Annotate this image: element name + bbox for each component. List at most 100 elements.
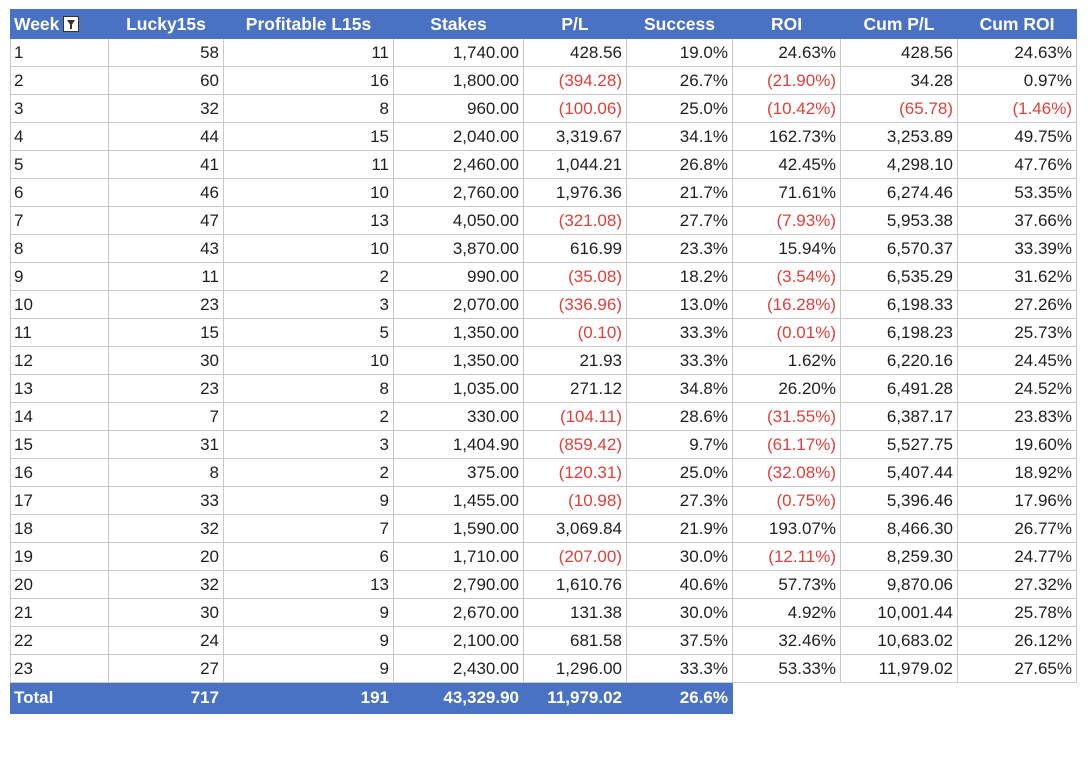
cell-cum-roi: 27.32% <box>957 570 1077 599</box>
cell-week: 17 <box>10 486 109 515</box>
cell-roi: (61.17%) <box>732 430 841 459</box>
cell-pl: 681.58 <box>523 626 627 655</box>
cell-lucky15s: 23 <box>108 290 224 319</box>
cell-week: 16 <box>10 458 109 487</box>
table-row: 2 60 16 1,800.00 (394.28) 26.7% (21.90%) 34.28 0… <box>10 66 1077 95</box>
cell-cum-roi: 27.26% <box>957 290 1077 319</box>
cell-roi: 26.20% <box>732 374 841 403</box>
cell-success: 26.8% <box>626 150 733 179</box>
cell-lucky15s: 32 <box>108 514 224 543</box>
cell-pl: 131.38 <box>523 598 627 627</box>
cell-profitable: 13 <box>223 206 394 235</box>
cell-cum-roi: 25.78% <box>957 598 1077 627</box>
cell-lucky15s: 27 <box>108 654 224 683</box>
cell-week: 21 <box>10 598 109 627</box>
cell-roi: 57.73% <box>732 570 841 599</box>
filter-icon[interactable] <box>63 15 80 32</box>
cell-pl: (321.08) <box>523 206 627 235</box>
cell-profitable: 10 <box>223 346 394 375</box>
cell-cum-pl: 6,387.17 <box>840 402 958 431</box>
table-row: 10 23 3 2,070.00 (336.96) 13.0% (16.28%) 6,198.… <box>10 290 1077 319</box>
total-profitable: 191 <box>223 682 394 714</box>
table-row: 21 30 9 2,670.00 131.38 30.0% 4.92% 10,001.44 25… <box>10 598 1077 627</box>
table-row: 16 8 2 375.00 (120.31) 25.0% (32.08%) 5,407.44 1… <box>10 458 1077 487</box>
table-row: 7 47 13 4,050.00 (321.08) 27.7% (7.93%) 5,953.3… <box>10 206 1077 235</box>
cell-cum-roi: 47.76% <box>957 150 1077 179</box>
cell-success: 9.7% <box>626 430 733 459</box>
cell-roi: 24.63% <box>732 38 841 67</box>
cell-lucky15s: 24 <box>108 626 224 655</box>
cell-cum-pl: 6,274.46 <box>840 178 958 207</box>
cell-lucky15s: 46 <box>108 178 224 207</box>
cell-pl: (336.96) <box>523 290 627 319</box>
cell-profitable: 9 <box>223 654 394 683</box>
cell-cum-roi: 24.45% <box>957 346 1077 375</box>
header-roi: ROI <box>732 9 841 39</box>
table-row: 23 27 9 2,430.00 1,296.00 33.3% 53.33% 11,979.0… <box>10 654 1077 683</box>
table-row: 8 43 10 3,870.00 616.99 23.3% 15.94% 6,570.37 33… <box>10 234 1077 263</box>
cell-cum-roi: 0.97% <box>957 66 1077 95</box>
cell-stakes: 2,760.00 <box>393 178 524 207</box>
cell-success: 28.6% <box>626 402 733 431</box>
cell-cum-pl: 6,535.29 <box>840 262 958 291</box>
cell-cum-roi: 53.35% <box>957 178 1077 207</box>
cell-profitable: 10 <box>223 178 394 207</box>
cell-success: 30.0% <box>626 542 733 571</box>
cell-success: 23.3% <box>626 234 733 263</box>
cell-week: 10 <box>10 290 109 319</box>
cell-roi: (16.28%) <box>732 290 841 319</box>
cell-cum-pl: 428.56 <box>840 38 958 67</box>
cell-lucky15s: 43 <box>108 234 224 263</box>
cell-cum-pl: 3,253.89 <box>840 122 958 151</box>
total-blank-cum-roi <box>957 682 1077 714</box>
header-week[interactable]: Week <box>10 9 109 39</box>
cell-week: 3 <box>10 94 109 123</box>
cell-stakes: 1,404.90 <box>393 430 524 459</box>
table-row: 6 46 10 2,760.00 1,976.36 21.7% 71.61% 6,274.46… <box>10 178 1077 207</box>
table-row: 5 41 11 2,460.00 1,044.21 26.8% 42.45% 4,298.10… <box>10 150 1077 179</box>
cell-stakes: 4,050.00 <box>393 206 524 235</box>
cell-week: 8 <box>10 234 109 263</box>
cell-week: 23 <box>10 654 109 683</box>
cell-roi: (0.01%) <box>732 318 841 347</box>
cell-cum-pl: 6,491.28 <box>840 374 958 403</box>
cell-cum-roi: 25.73% <box>957 318 1077 347</box>
cell-pl: 1,610.76 <box>523 570 627 599</box>
cell-stakes: 960.00 <box>393 94 524 123</box>
total-label: Total <box>10 682 109 714</box>
cell-success: 21.9% <box>626 514 733 543</box>
cell-lucky15s: 32 <box>108 570 224 599</box>
cell-profitable: 3 <box>223 290 394 319</box>
cell-roi: (3.54%) <box>732 262 841 291</box>
cell-week: 9 <box>10 262 109 291</box>
cell-cum-roi: 24.77% <box>957 542 1077 571</box>
cell-pl: 1,044.21 <box>523 150 627 179</box>
cell-stakes: 990.00 <box>393 262 524 291</box>
cell-week: 7 <box>10 206 109 235</box>
cell-stakes: 2,790.00 <box>393 570 524 599</box>
cell-week: 5 <box>10 150 109 179</box>
header-week-label: Week <box>14 13 60 34</box>
cell-stakes: 2,100.00 <box>393 626 524 655</box>
total-blank-cum-pl <box>840 682 958 714</box>
cell-cum-pl: (65.78) <box>840 94 958 123</box>
cell-success: 13.0% <box>626 290 733 319</box>
cell-success: 27.7% <box>626 206 733 235</box>
cell-profitable: 9 <box>223 626 394 655</box>
cell-cum-roi: 23.83% <box>957 402 1077 431</box>
cell-profitable: 5 <box>223 318 394 347</box>
cell-stakes: 375.00 <box>393 458 524 487</box>
cell-cum-pl: 5,527.75 <box>840 430 958 459</box>
cell-roi: (7.93%) <box>732 206 841 235</box>
cell-pl: (207.00) <box>523 542 627 571</box>
cell-lucky15s: 8 <box>108 458 224 487</box>
cell-lucky15s: 41 <box>108 150 224 179</box>
header-row: Week Lucky15s Profitable L15s Stakes P/L… <box>10 9 1077 39</box>
cell-success: 25.0% <box>626 458 733 487</box>
cell-pl: 1,296.00 <box>523 654 627 683</box>
cell-lucky15s: 30 <box>108 598 224 627</box>
table-row: 18 32 7 1,590.00 3,069.84 21.9% 193.07% 8,466.3… <box>10 514 1077 543</box>
cell-success: 19.0% <box>626 38 733 67</box>
cell-roi: 193.07% <box>732 514 841 543</box>
cell-profitable: 11 <box>223 38 394 67</box>
